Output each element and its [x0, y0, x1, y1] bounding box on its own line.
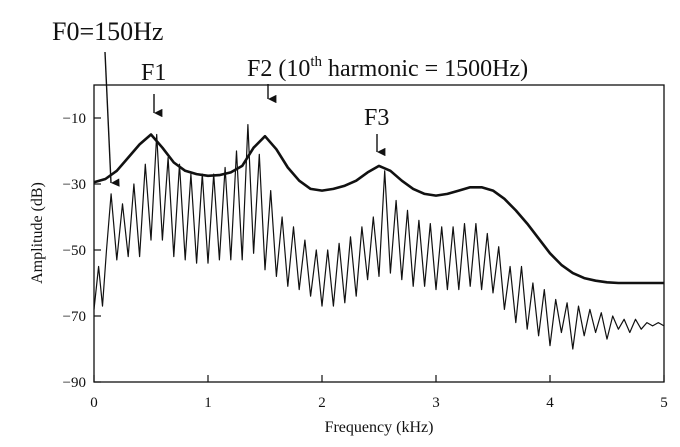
x-tick-label: 2: [318, 395, 326, 411]
x-tick-label: 3: [432, 395, 440, 411]
x-tick-label: 0: [90, 395, 98, 411]
y-tick-label: −10: [63, 111, 86, 127]
series-layer: [93, 123, 665, 350]
envelope-line: [93, 133, 664, 285]
y-tick-label: −90: [63, 375, 86, 391]
f3-annotation: F3: [364, 105, 389, 131]
f0-arrow: [104, 51, 120, 187]
y-tick-label: −50: [63, 243, 86, 259]
y-axis-label: Amplitude (dB): [29, 182, 46, 284]
x-tick-label: 4: [546, 395, 554, 411]
y-axis-ticks: −90 −70 −50 −30 −10: [63, 111, 101, 391]
f2-annotation: F2 (10th harmonic = 1500Hz): [247, 54, 528, 82]
y-tick-label: −30: [63, 177, 86, 193]
x-tick-label: 5: [660, 395, 668, 411]
x-axis-ticks: 0 1 2 3 4 5: [90, 375, 668, 411]
f1-annotation: F1: [141, 60, 166, 86]
x-axis-label: Frequency (kHz): [325, 419, 434, 436]
x-tick-label: 1: [204, 395, 212, 411]
f0-annotation: F0=150Hz: [52, 17, 163, 46]
plot-frame: [93, 84, 665, 383]
y-tick-label: −70: [63, 309, 86, 325]
harmonic-spectrum-line: [93, 123, 665, 350]
